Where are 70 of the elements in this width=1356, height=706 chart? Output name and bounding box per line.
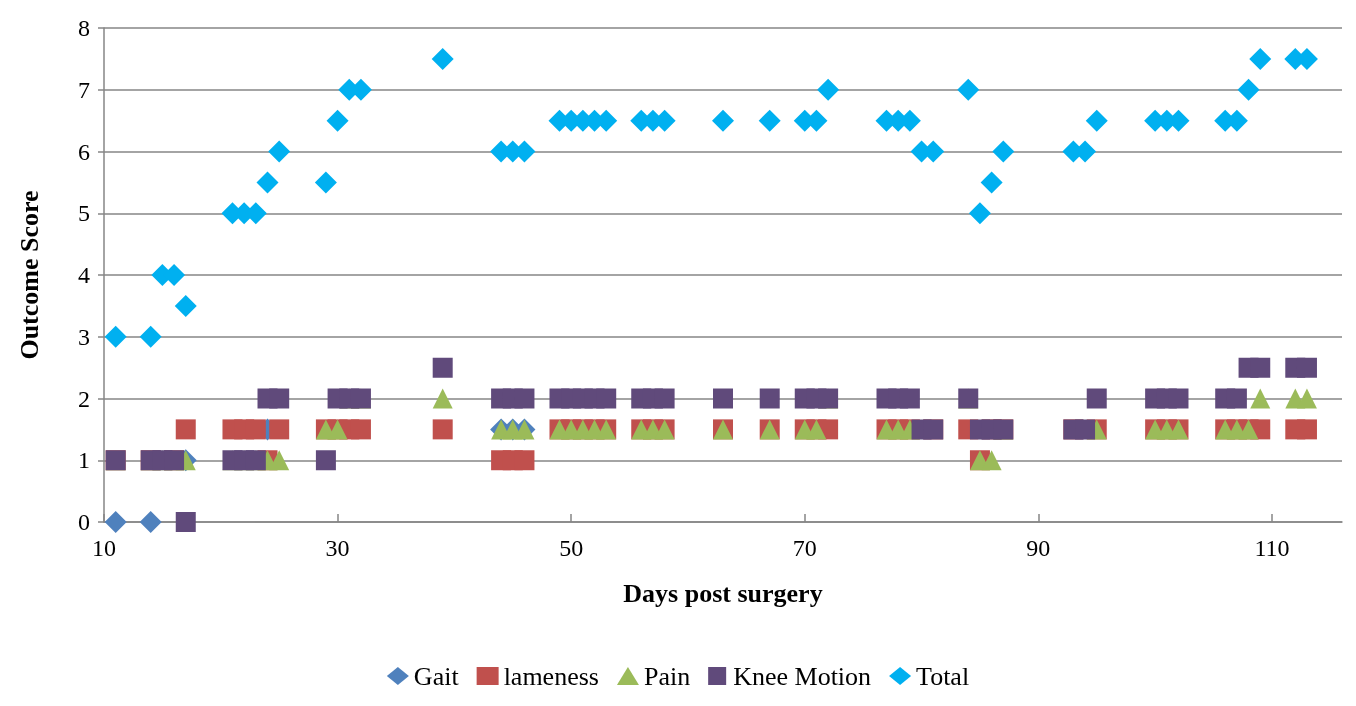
point <box>992 140 1015 163</box>
point <box>514 450 535 471</box>
point <box>431 47 454 70</box>
point <box>1250 388 1271 409</box>
point <box>104 511 127 533</box>
y-tick-label: 8 <box>78 15 90 41</box>
point <box>175 512 196 532</box>
point <box>1296 419 1317 440</box>
x-tick-label: 110 <box>1254 535 1290 561</box>
point <box>981 450 1002 471</box>
legend-label: Gait <box>413 661 460 691</box>
y-tick-label: 2 <box>78 385 90 412</box>
point <box>1075 419 1096 440</box>
point <box>104 325 127 348</box>
point <box>712 109 734 132</box>
point <box>1249 47 1272 70</box>
point <box>817 78 840 101</box>
y-tick-label: 1 <box>78 447 90 474</box>
point <box>326 109 349 132</box>
point <box>139 511 162 533</box>
point <box>268 140 291 163</box>
point <box>1168 388 1189 409</box>
y-tick-label: 0 <box>78 509 90 535</box>
point <box>432 388 453 409</box>
point <box>1250 357 1271 378</box>
point <box>596 388 617 409</box>
x-tick-label: 90 <box>1026 535 1051 561</box>
point <box>432 419 453 440</box>
point <box>1296 388 1317 409</box>
legend-label: Total <box>916 661 970 691</box>
y-tick-label: 6 <box>78 138 90 165</box>
y-axis-title: Outcome Score <box>14 190 44 360</box>
point <box>758 109 781 132</box>
point <box>968 202 991 225</box>
point <box>432 357 453 378</box>
point <box>1085 109 1108 132</box>
point <box>957 78 980 101</box>
legend-label: Pain <box>643 661 691 691</box>
y-tick-label: 5 <box>78 200 90 227</box>
legend-label: lameness <box>503 661 599 691</box>
point <box>713 388 733 409</box>
point <box>1296 357 1317 378</box>
point <box>654 388 675 409</box>
point <box>759 388 780 409</box>
point <box>175 419 196 440</box>
point <box>514 388 535 409</box>
point <box>315 450 336 471</box>
x-tick-label: 10 <box>92 535 116 561</box>
x-tick-label: 70 <box>792 535 817 561</box>
point <box>269 419 290 440</box>
point <box>314 171 337 194</box>
x-tick-label: 30 <box>325 535 350 561</box>
point <box>139 325 162 348</box>
point <box>245 419 266 440</box>
point <box>174 294 197 317</box>
point <box>1237 78 1260 101</box>
y-tick-label: 3 <box>78 323 90 350</box>
point <box>269 450 290 471</box>
point <box>350 419 371 440</box>
x-tick-label: 50 <box>559 535 584 561</box>
y-tick-label: 4 <box>78 262 90 288</box>
legend-label: Knee Motion <box>733 661 872 691</box>
point <box>899 388 920 409</box>
point <box>1086 388 1107 409</box>
point <box>980 171 1003 194</box>
point <box>269 388 290 409</box>
y-tick-label: 7 <box>78 76 90 103</box>
point <box>1226 388 1247 409</box>
x-axis-title: Days post surgery <box>623 578 823 608</box>
point <box>256 171 279 194</box>
